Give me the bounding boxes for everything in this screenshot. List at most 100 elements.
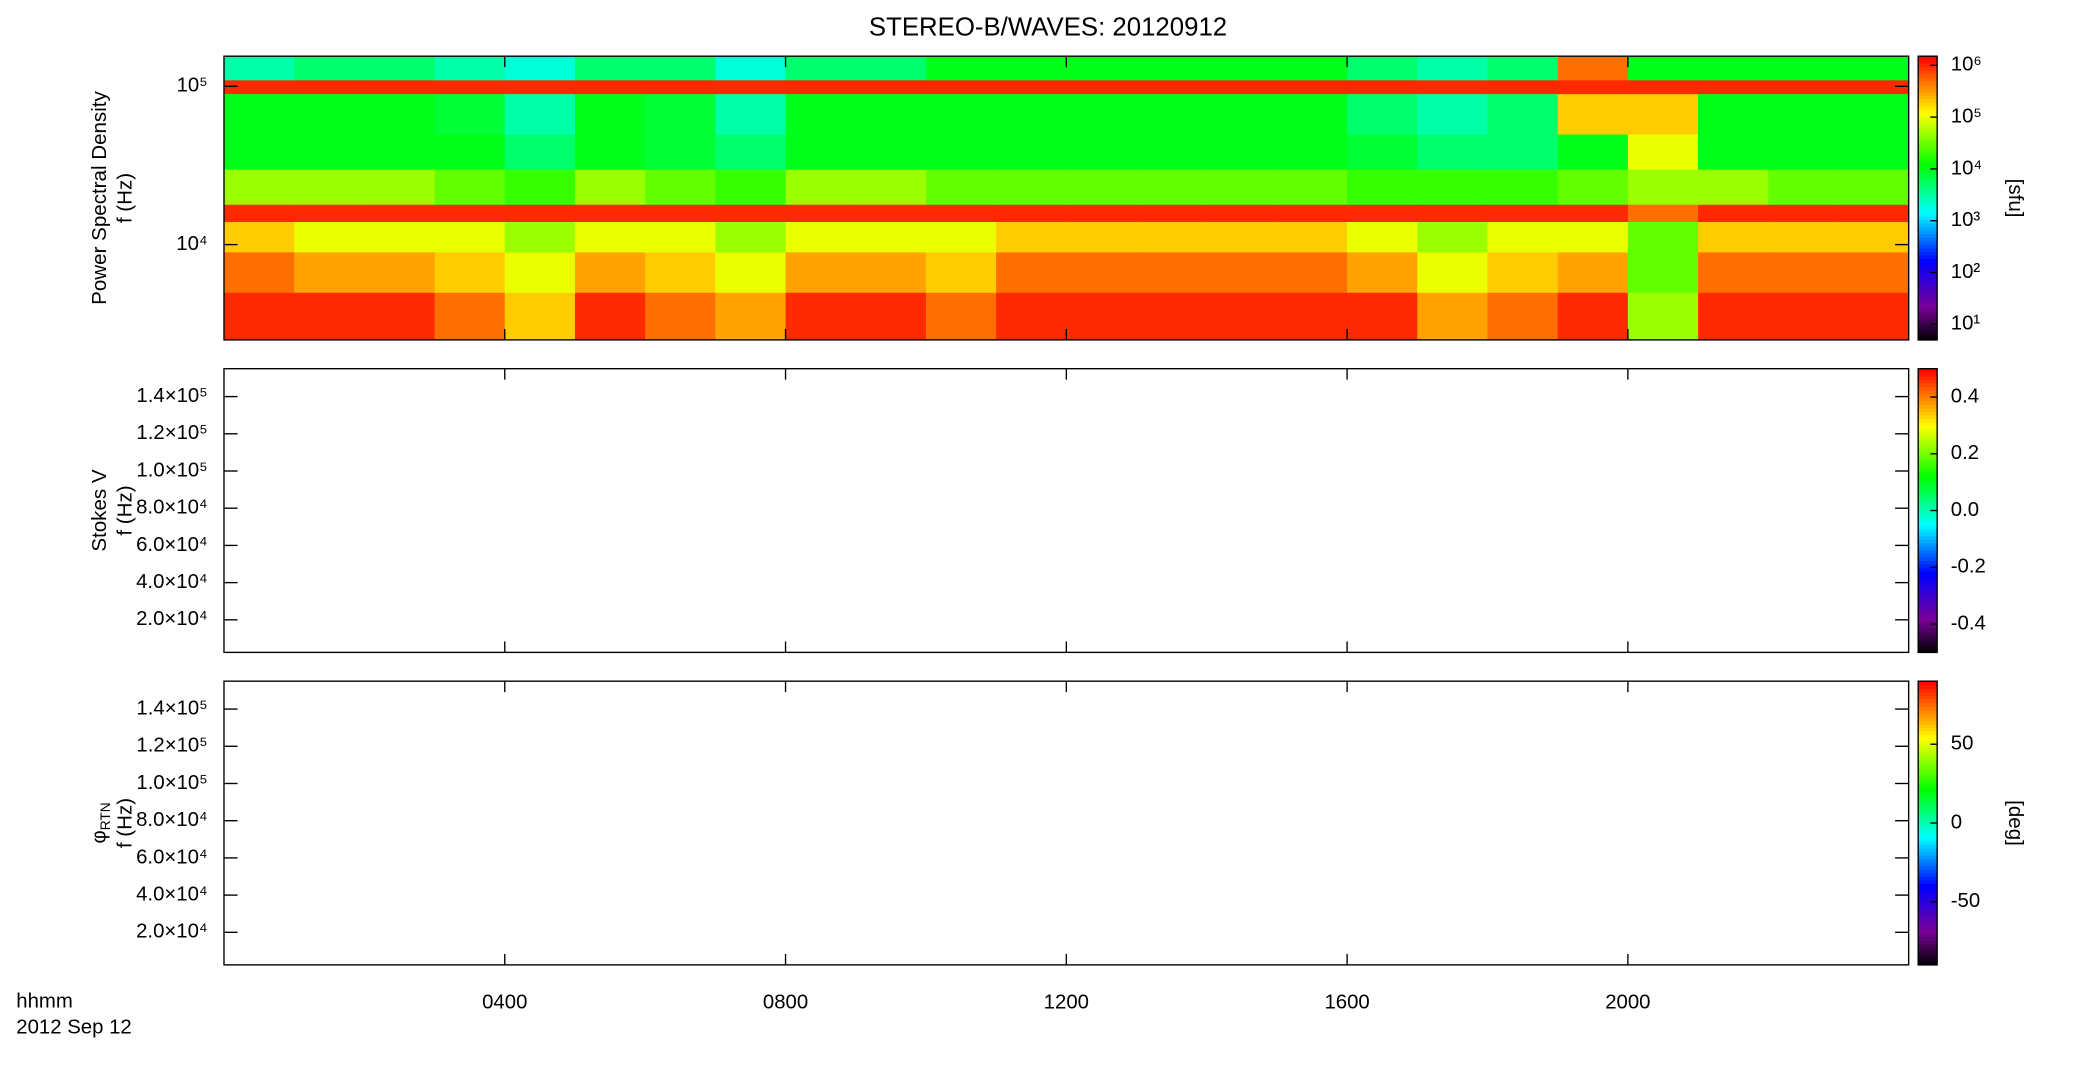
colorbar-segment <box>1918 762 1938 767</box>
y-axis-label: Stokes V <box>88 469 111 552</box>
heatmap-cell <box>715 56 787 81</box>
heatmap-cell <box>1698 133 1769 170</box>
colorbar-segment <box>1918 215 1938 221</box>
colorbar-segment <box>1918 265 1938 270</box>
heatmap-cell <box>1206 221 1278 253</box>
heatmap-cell <box>294 93 365 135</box>
colorbar-segment <box>1918 521 1938 526</box>
heatmap-cell <box>925 292 997 341</box>
colorbar-segment <box>1918 631 1938 636</box>
colorbar-segment <box>1918 506 1938 512</box>
x-axis-date: 2012 Sep 12 <box>16 1015 131 1038</box>
heatmap-cell <box>504 204 576 223</box>
colorbar-segment <box>1918 268 1938 274</box>
colorbar-segment <box>1918 229 1938 235</box>
colorbar-segment <box>1918 720 1938 725</box>
heatmap-cell <box>364 93 436 135</box>
heatmap-cell <box>1838 79 1910 95</box>
colorbar-segment <box>1918 702 1938 707</box>
colorbar-segment <box>1918 766 1938 771</box>
heatmap-cell <box>504 251 576 293</box>
colorbar-segment <box>1918 879 1938 884</box>
heatmap-cell <box>1627 56 1699 81</box>
x-axis-label: hhmm <box>16 989 73 1012</box>
heatmap-cell <box>364 204 436 223</box>
heatmap-cell <box>1768 56 1840 81</box>
y-tick-label: 10⁵ <box>177 74 208 97</box>
heatmap-cell <box>434 204 506 223</box>
colorbar-segment <box>1918 84 1938 89</box>
colorbar-segment <box>1918 307 1938 313</box>
heatmap-cell <box>1417 93 1489 135</box>
x-tick-label: 0400 <box>482 991 527 1014</box>
colorbar-segment <box>1918 957 1938 963</box>
colorbar-segment <box>1918 414 1938 420</box>
heatmap-cell <box>1347 79 1418 95</box>
colorbar-segment <box>1918 393 1938 398</box>
heatmap-cell <box>996 133 1067 170</box>
heatmap-cell <box>1347 133 1418 170</box>
colorbar-segment <box>1918 709 1938 714</box>
heatmap-cell <box>855 169 927 205</box>
heatmap-cell <box>1768 79 1840 95</box>
colorbar-segment <box>1918 311 1938 316</box>
colorbar-segment <box>1918 261 1938 267</box>
colorbar-segment <box>1918 705 1938 711</box>
heatmap-cell <box>364 79 436 95</box>
heatmap-cell <box>223 292 295 341</box>
colorbar-segment <box>1918 368 1938 373</box>
colorbar-tick-label: 10³ <box>1951 208 1981 231</box>
colorbar-segment <box>1918 638 1938 643</box>
colorbar-segment <box>1918 446 1938 451</box>
heatmap-cell <box>1417 204 1489 223</box>
colorbar-segment <box>1918 233 1938 238</box>
colorbar-segment <box>1918 485 1938 490</box>
heatmap-cell <box>574 133 646 170</box>
heatmap-cell <box>434 251 506 293</box>
y-axis-label: f (Hz) <box>114 485 137 535</box>
heatmap-cell <box>1487 56 1559 81</box>
heatmap-cell <box>1347 251 1418 293</box>
colorbar-segment <box>1918 851 1938 856</box>
heatmap-cell <box>1276 204 1348 223</box>
colorbar-segment <box>1918 428 1938 434</box>
colorbar-segment <box>1918 475 1938 480</box>
heatmap-cell <box>1347 93 1418 135</box>
heatmap-cell <box>1557 221 1629 253</box>
colorbar-segment <box>1918 315 1938 320</box>
colorbar-segment <box>1918 464 1938 469</box>
colorbar-segment <box>1918 457 1938 462</box>
heatmap-cell <box>925 79 997 95</box>
heatmap-cell <box>223 169 295 205</box>
heatmap-cell <box>1347 292 1418 341</box>
heatmap-cell <box>1557 133 1629 170</box>
heatmap-cell <box>223 251 295 293</box>
colorbar-label: [sfu] <box>2004 179 2027 218</box>
colorbar-segment <box>1918 166 1938 171</box>
heatmap-cell <box>925 56 997 81</box>
heatmap-cell <box>1627 292 1699 341</box>
colorbar-segment <box>1918 151 1938 157</box>
heatmap-cell <box>785 169 857 205</box>
colorbar-tick-label: 10⁴ <box>1951 156 1982 179</box>
colorbar-segment <box>1918 794 1938 799</box>
colorbar-segment <box>1918 460 1938 466</box>
heatmap-cell <box>1347 204 1418 223</box>
colorbar-segment <box>1918 904 1938 909</box>
colorbar-segment <box>1918 556 1938 561</box>
heatmap-cell <box>1698 204 1769 223</box>
heatmap-cell <box>364 221 436 253</box>
heatmap-cell <box>1136 292 1208 341</box>
heatmap-cell <box>785 221 857 253</box>
colorbar-segment <box>1918 791 1938 796</box>
colorbar-segment <box>1918 950 1938 955</box>
x-tick-label: 1200 <box>1044 991 1089 1014</box>
colorbar-segment <box>1918 886 1938 892</box>
heatmap-cell <box>1417 133 1489 170</box>
colorbar-segment <box>1918 418 1938 423</box>
heatmap-cell <box>434 56 506 81</box>
heatmap-cell <box>1136 93 1208 135</box>
colorbar-segment <box>1918 169 1938 174</box>
colorbar-segment <box>1918 283 1938 288</box>
colorbar-segment <box>1918 329 1938 334</box>
